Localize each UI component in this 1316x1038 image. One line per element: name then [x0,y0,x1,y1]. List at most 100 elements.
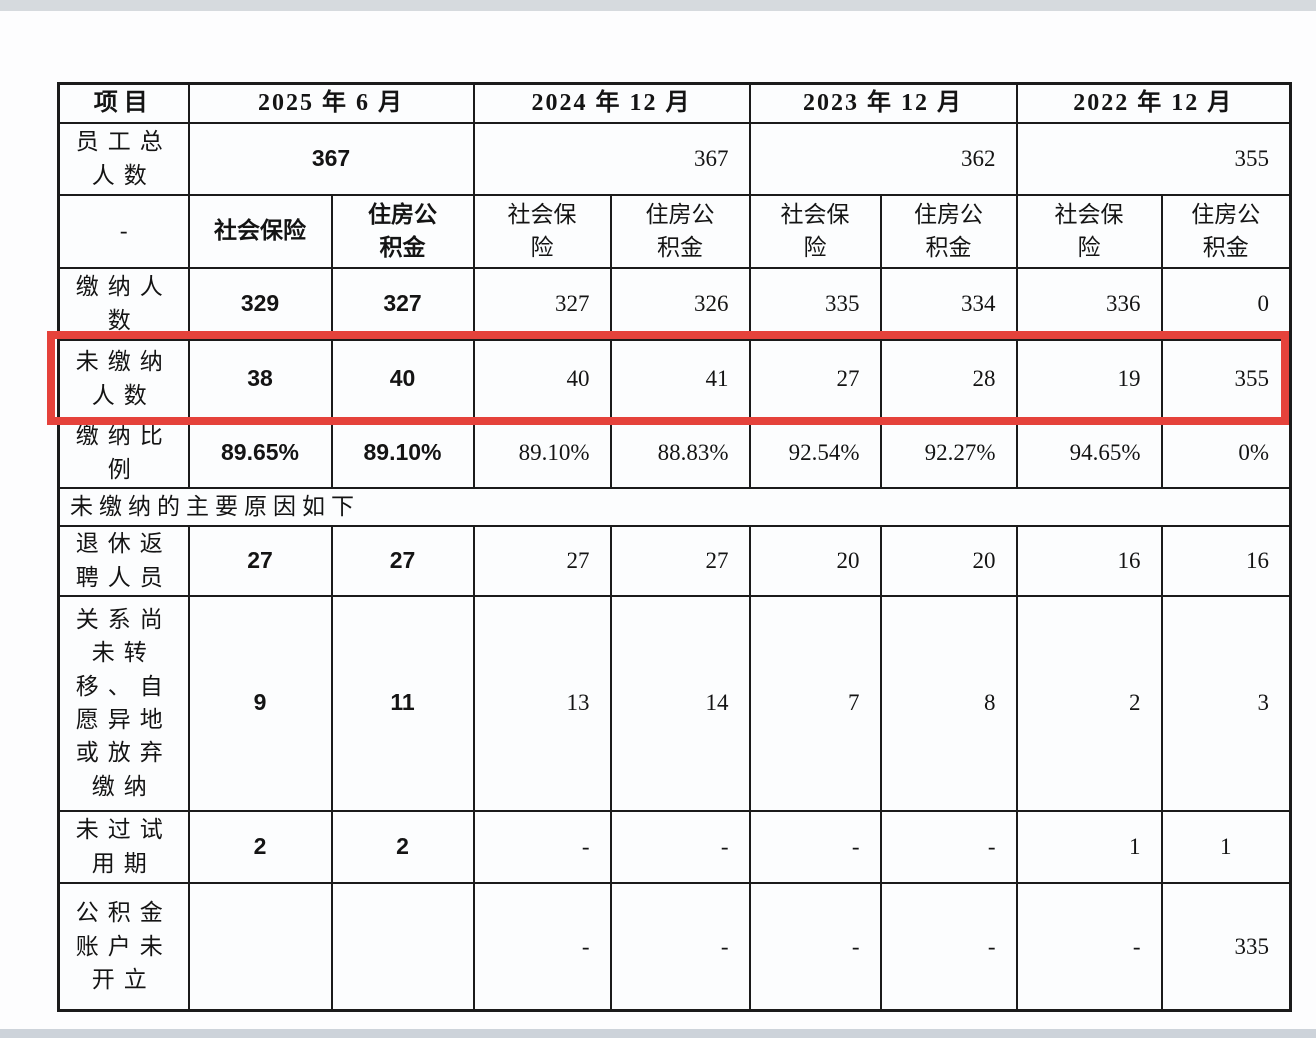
table-cell: 27 [609,524,751,597]
period-header: 2022 年 12 月 [1015,82,1292,124]
table-cell: 9 [187,594,333,812]
row-label: 关系尚 未转 移、自 愿异地 或放弃 缴纳 [57,594,190,812]
table-cell: 27 [330,524,475,597]
table-cell: 367 [187,121,475,196]
table-cell: 89.10% [472,416,612,489]
table-cell: 41 [609,338,751,419]
payment-table: 项目 2025 年 6 月 2024 年 12 月 2023 年 12 月 2022 年… [57,82,1292,1012]
table-cell: 16 [1160,524,1292,597]
table-cell [330,881,475,1012]
row-label: 退休返 聘人员 [57,524,190,597]
table-cell: 20 [879,524,1018,597]
table-cell: 335 [748,266,882,341]
table-cell: 1 [1015,809,1163,884]
period-header: 2023 年 12 月 [748,82,1018,124]
table-cell: 3 [1160,594,1292,812]
table-cell: - [472,881,612,1012]
header-row: 项目 2025 年 6 月 2024 年 12 月 2023 年 12 月 2022 年… [57,82,1292,124]
table-cell: - [879,881,1018,1012]
table-cell: - [609,809,751,884]
table-cell: 335 [1160,881,1292,1012]
table-cell: 1 [1160,809,1292,884]
table-cell: 0% [1160,416,1292,489]
row-paid-count: 缴纳人 数 329 327 327 326 335 334 336 0 [57,266,1292,341]
row-label: 员工总 人数 [57,121,190,196]
table-cell: 334 [879,266,1018,341]
table-cell: 11 [330,594,475,812]
table-cell: 40 [472,338,612,419]
row-unpaid-count: 未缴纳 人数 38 40 40 41 27 28 19 355 [57,338,1292,419]
table-head: 项目 2025 年 6 月 2024 年 12 月 2023 年 12 月 2022 年… [57,82,1292,124]
table-cell: 40 [330,338,475,419]
table-cell: 社会保 险 [472,193,612,269]
table-cell: 355 [1015,121,1292,196]
table-cell: - [1015,881,1163,1012]
period-header: 2025 年 6 月 [187,82,475,124]
table-cell: 19 [1015,338,1163,419]
row-label: 未缴纳 人数 [57,338,190,419]
table-cell: 92.54% [748,416,882,489]
period-header: 2024 年 12 月 [472,82,751,124]
table-cell: 336 [1015,266,1163,341]
table-body: 员工总 人数 367 367 362 355- 社会保险 住房公 积金 社会保 险住房公 积金… [57,121,1292,1012]
table-cell: 362 [748,121,1018,196]
table-cell: - [472,809,612,884]
table-cell: 2 [1015,594,1163,812]
table-cell: 2 [330,809,475,884]
table-cell: 88.83% [609,416,751,489]
table-cell: 327 [472,266,612,341]
table-cell: 27 [187,524,333,597]
row-label: 未缴纳的主要原因如下 [57,486,1292,527]
table-cell: 2 [187,809,333,884]
table-cell: 住房公 积金 [879,193,1018,269]
page-bottom-edge [0,1029,1316,1038]
row-label: 缴纳比 例 [57,416,190,489]
row-no-fund-account: 公积金 账户未 开立 - - - - -335 [57,881,1292,1012]
table-cell: 89.10% [330,416,475,489]
table-cell: 社会保险 [187,193,333,269]
table-cell: 20 [748,524,882,597]
row-subheader: - 社会保险 住房公 积金 社会保 险住房公 积金 社会保 险住房公 积金 社会保 险住房… [57,193,1292,269]
row-reasons-header: 未缴纳的主要原因如下 [57,486,1292,527]
table-cell: 14 [609,594,751,812]
table-cell: 社会保 险 [748,193,882,269]
table-cell: 13 [472,594,612,812]
row-retired-rehired: 退休返 聘人员 27 27 27 27 20 20 16 16 [57,524,1292,597]
table-cell: 社会保 险 [1015,193,1163,269]
row-label: 缴纳人 数 [57,266,190,341]
table-cell: 住房公 积金 [330,193,475,269]
row-probation: 未过试 用期 2 2- - - -1 1 [57,809,1292,884]
table-cell: - [609,881,751,1012]
row-label: - [57,193,190,269]
corner-header: 项目 [57,82,190,124]
table-cell: 327 [330,266,475,341]
table-cell: 住房公 积金 [1160,193,1292,269]
table-cell: - [748,809,882,884]
table-cell: 16 [1015,524,1163,597]
table-cell: 7 [748,594,882,812]
table-cell: 住房公 积金 [609,193,751,269]
table-cell: 355 [1160,338,1292,419]
table-cell: 367 [472,121,751,196]
table-cell: 326 [609,266,751,341]
table-cell: 8 [879,594,1018,812]
table-cell: - [748,881,882,1012]
table-cell: 89.65% [187,416,333,489]
row-paid-ratio: 缴纳比 例 89.65% 89.10% 89.10% 88.83% 92.54% 92.27… [57,416,1292,489]
table-cell: - [879,809,1018,884]
table-cell: 27 [748,338,882,419]
table-cell: 94.65% [1015,416,1163,489]
row-label: 公积金 账户未 开立 [57,881,190,1012]
table-cell: 92.27% [879,416,1018,489]
table-cell: 38 [187,338,333,419]
table-cell: 0 [1160,266,1292,341]
row-label: 未过试 用期 [57,809,190,884]
page-top-edge [0,0,1316,11]
table-cell: 28 [879,338,1018,419]
table-cell: 329 [187,266,333,341]
table-cell: 27 [472,524,612,597]
row-not-transferred: 关系尚 未转 移、自 愿异地 或放弃 缴纳 9 11 13 14 7 8 2 3 [57,594,1292,812]
row-total-headcount: 员工总 人数 367 367 362 355 [57,121,1292,196]
table-cell [187,881,333,1012]
